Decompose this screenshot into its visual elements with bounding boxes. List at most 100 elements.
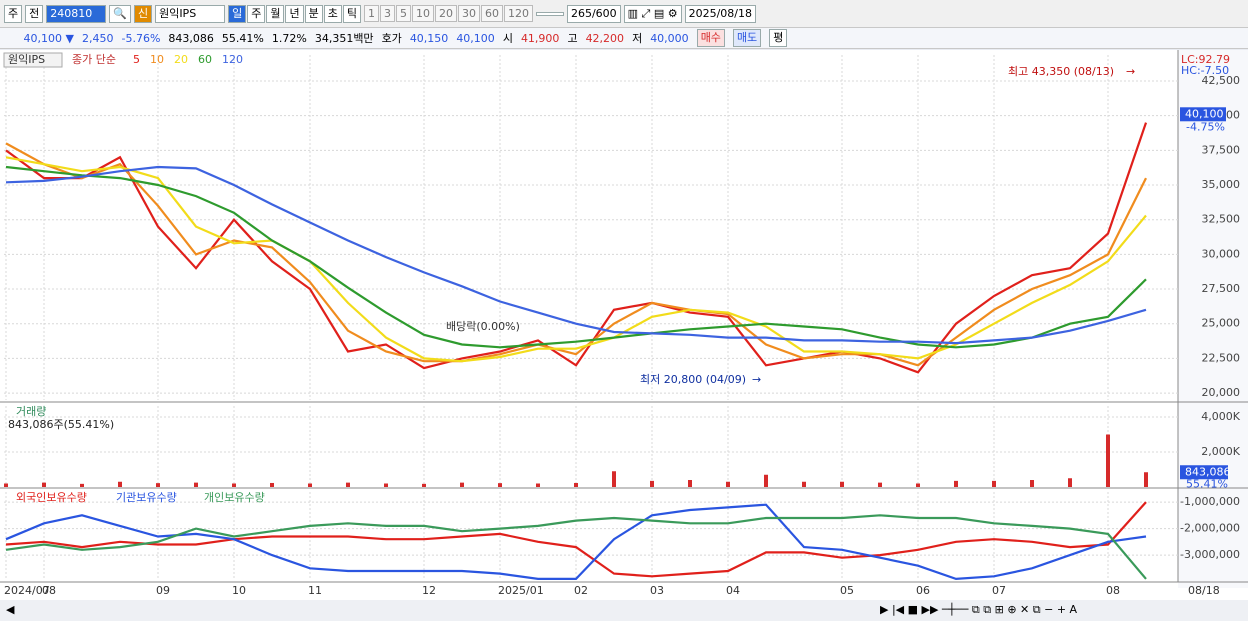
bid: 40,100 [456, 31, 495, 45]
code-input[interactable]: 240810 [46, 4, 107, 23]
y-tick-label: 20,000 [1202, 386, 1241, 399]
change-pct: -5.76% [121, 31, 161, 45]
scroll-left[interactable]: ◀ [6, 603, 15, 616]
new-badge: 신 [133, 4, 153, 23]
last-volume-ratio: 55.41% [1186, 477, 1228, 490]
x-tick-label: 04 [726, 584, 740, 597]
x-tick-label: 05 [840, 584, 854, 597]
volume-bar [1144, 472, 1148, 487]
volume-bar [308, 483, 312, 487]
period-button[interactable]: 분 [304, 4, 323, 23]
avg-button[interactable]: 평 [769, 29, 788, 47]
count: 265 [570, 6, 592, 20]
open: 41,900 [520, 31, 560, 45]
volume-bar [612, 471, 616, 487]
y-tick-label: 35,000 [1202, 178, 1241, 191]
legend-entry: 기관보유수량 [116, 491, 177, 504]
volume-bar [80, 483, 84, 487]
last-price-tag [1180, 107, 1226, 122]
volume-bar [498, 483, 502, 487]
interval-button[interactable]: 3 [379, 5, 395, 22]
market-button[interactable]: 주 [4, 4, 23, 23]
low-label: 저 [632, 32, 643, 45]
stock-name: 원익IPS [155, 4, 226, 23]
period-button[interactable]: 일 [228, 4, 247, 23]
y-tick-label: -1,000,000 [1180, 495, 1240, 508]
volume-bar [574, 482, 578, 487]
period-button[interactable]: 틱 [342, 4, 361, 23]
scroll-controls[interactable]: ▶ |◀ ■ ▶▶ ─┼── ⧉ ⧉ ⊞ ⊕ ✕ ⧉ − + A [880, 602, 1078, 616]
y-tick-label: -2,000,000 [1180, 522, 1240, 535]
price: 40,100 ▼ [23, 31, 74, 45]
interval-button[interactable]: 20 [434, 5, 457, 22]
buy-button[interactable]: 매수 [696, 29, 725, 47]
volume-ratio: 55.41% [221, 31, 264, 45]
series-line [5, 165, 1147, 349]
sell-button[interactable]: 매도 [732, 29, 762, 47]
last-volume-label: 843,086 [1185, 465, 1231, 478]
count-input[interactable]: 265/600 [566, 4, 621, 23]
volume-bar [422, 483, 426, 487]
series-line [5, 122, 1148, 374]
interval-button[interactable]: 1 [363, 5, 379, 22]
series-line [5, 156, 1147, 363]
last-change: -4.75% [1186, 120, 1225, 133]
legend-prefix: 종가 단순 [72, 53, 116, 66]
search-button[interactable]: 🔍 [109, 4, 131, 23]
legend-entry: 개인보유수량 [204, 491, 265, 504]
x-tick-label: 08 [42, 584, 56, 597]
interval-button[interactable]: 5 [395, 5, 411, 22]
panel-title: 거래량 [16, 405, 46, 418]
volume-bar [536, 483, 540, 487]
tool-icons[interactable]: ▥ ⤢ ▤ ⚙ [623, 4, 682, 23]
volume-bar [384, 483, 388, 487]
legend-entry: 5 [133, 53, 140, 66]
high: 42,200 [585, 31, 625, 45]
volume-bar [726, 481, 730, 487]
volume-bar [764, 474, 768, 487]
low: 40,000 [650, 31, 689, 45]
hc-label: HC:-7.50 [1181, 64, 1229, 77]
y-tick-label: -3,000,000 [1180, 548, 1240, 561]
volume-bar [1068, 478, 1072, 487]
period-button[interactable]: 월 [266, 4, 285, 23]
legend-entry: 120 [222, 53, 243, 66]
date-input[interactable]: 2025/08/18 [684, 4, 756, 23]
interval-button[interactable]: 10 [411, 5, 434, 22]
last-price-label: 40,100 [1185, 107, 1224, 120]
volume-bar [650, 480, 654, 487]
period-button[interactable]: 주 [247, 4, 266, 23]
series-line [5, 142, 1147, 367]
prev-button[interactable]: 전 [25, 4, 44, 23]
arrow: → [752, 373, 761, 386]
series-line [5, 501, 1147, 578]
annotation-dividend: 배당락(0.00%) [446, 320, 520, 333]
y-tick-label: 42,500 [1202, 74, 1241, 87]
period-button[interactable]: 초 [323, 4, 342, 23]
annotation-high: 최고 43,350 (08/13) [1008, 65, 1114, 78]
y-tick-label: 27,500 [1202, 282, 1241, 295]
volume-bar [688, 480, 692, 487]
period-button[interactable]: 년 [285, 4, 304, 23]
y-tick-label: 30,000 [1202, 247, 1241, 260]
volume-bar [346, 482, 350, 487]
interval-button[interactable]: 120 [503, 5, 533, 22]
scrollbar[interactable] [0, 600, 1248, 621]
y-tick-label: 25,000 [1202, 317, 1241, 330]
interval-button[interactable]: 60 [480, 5, 503, 22]
turnover: 1.72% [271, 31, 307, 45]
volume-bar [460, 482, 464, 487]
y-tick-label: 2,000K [1201, 445, 1240, 458]
x-tick-label: 10 [232, 584, 246, 597]
volume-bar [42, 482, 46, 487]
interval-box[interactable] [535, 11, 564, 16]
y-tick-label: 4,000K [1201, 410, 1240, 423]
interval-button[interactable]: 30 [457, 5, 480, 22]
x-tick-label: 11 [308, 584, 322, 597]
chart-area: ◀ ▶ |◀ ■ ▶▶ ─┼── ⧉ ⧉ ⊞ ⊕ ✕ ⧉ − + A 42,50… [0, 50, 1248, 621]
series-line [5, 514, 1147, 580]
volume-bar [1106, 434, 1110, 487]
lc-label: LC:92.79 [1181, 53, 1230, 66]
